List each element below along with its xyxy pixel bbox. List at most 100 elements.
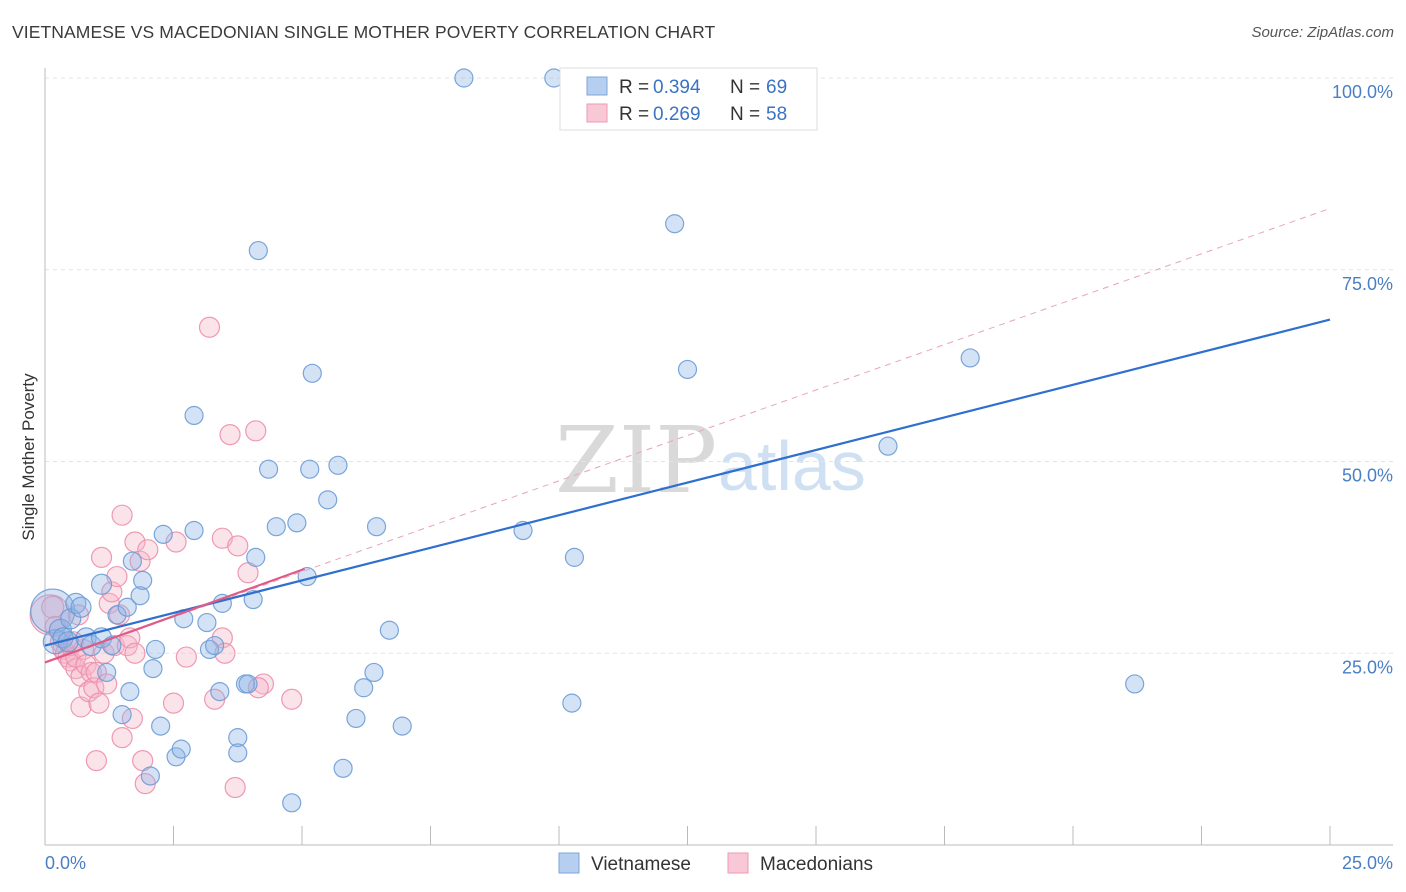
vietnamese-point-43: [258, 459, 279, 479]
vietnamese-point-12: [97, 662, 117, 683]
macedonians-point-50: [224, 776, 246, 799]
axes: [44, 68, 1393, 846]
stats-legend-n-value-2: 58: [766, 104, 787, 125]
vietnamese-point-33: [205, 635, 225, 656]
source-label: Source: ZipAtlas.com: [1251, 24, 1394, 41]
vietnamese-point-63: [564, 547, 585, 567]
vietnamese-point-0: [30, 588, 76, 634]
macedonians-point-20: [85, 750, 108, 772]
stats-legend: R = 0.394 N = 69 R = 0.269 N = 58: [559, 67, 818, 131]
vietnamese-point-52: [333, 758, 353, 778]
vietnamese-point-21: [140, 766, 160, 786]
vietnamese-point-66: [878, 436, 898, 456]
stats-legend-r-label-1: R =: [619, 77, 649, 98]
series-legend: Vietnamese Macedonians: [558, 852, 873, 875]
trend-line-macedonians-extended: [44, 207, 1331, 663]
y-tick-label-3: 100.0%: [1332, 82, 1393, 102]
vietnamese-point-24: [151, 716, 171, 736]
macedonians-point-47: [211, 527, 233, 549]
vietnamese-point-17: [120, 681, 140, 702]
macedonians-point-22: [90, 546, 113, 568]
vietnamese-point-25: [153, 524, 173, 544]
vietnamese-point-64: [665, 214, 685, 234]
x-tick-labels: 0.0% 25.0%: [45, 853, 1393, 873]
macedonians-point-55: [281, 688, 303, 710]
vietnamese-point-57: [379, 620, 399, 640]
trend-line-vietnamese: [44, 318, 1331, 647]
vietnamese-point-23: [145, 639, 166, 660]
vietnamese-point-36: [228, 728, 248, 748]
macedonians-point-31: [111, 504, 133, 526]
macedonians-point-46: [211, 627, 233, 649]
vietnamese-point-46: [287, 513, 307, 533]
vietnamese-point-29: [184, 520, 204, 541]
vietnamese-point-45: [282, 793, 302, 813]
macedonians-point-44: [198, 316, 221, 338]
vietnamese-point-27: [171, 739, 191, 759]
macedonians-point-21: [88, 692, 110, 714]
vietnamese-point-37: [228, 743, 248, 763]
legend-label-macedonians: Macedonians: [760, 854, 873, 875]
watermark-zip: ZIP: [555, 407, 717, 514]
macedonians-point-28: [106, 565, 128, 588]
macedonians-point-32: [116, 634, 138, 657]
vietnamese-point-20: [133, 570, 153, 590]
vietnamese-point-16: [117, 597, 137, 617]
chart-title: VIETNAMESE VS MACEDONIAN SINGLE MOTHER P…: [12, 22, 716, 42]
vietnamese-point-55: [364, 662, 384, 683]
y-tick-label-1: 50.0%: [1342, 466, 1393, 486]
vietnamese-point-32: [199, 639, 220, 660]
series-vietnamese-points: [30, 68, 1145, 813]
macedonians-point-1: [41, 595, 65, 619]
vietnamese-point-42: [248, 240, 268, 261]
vietnamese-point-31: [197, 612, 217, 633]
macedonians-point-41: [162, 692, 185, 714]
vietnamese-point-68: [1125, 674, 1145, 694]
stats-legend-swatch-vietnamese: [586, 76, 608, 96]
vietnamese-point-40: [243, 589, 263, 610]
vietnamese-point-50: [318, 490, 338, 510]
trend-line-macedonians: [44, 567, 305, 664]
vietnamese-point-14: [107, 605, 127, 625]
macedonians-point-13: [70, 696, 92, 718]
vietnamese-point-10: [90, 573, 113, 595]
vietnamese-point-19: [130, 586, 150, 606]
x-tick-label-min: 0.0%: [45, 853, 86, 873]
vietnamese-point-41: [246, 547, 266, 567]
vietnamese-point-59: [454, 68, 474, 88]
macedonians-point-51: [227, 535, 249, 557]
stats-legend-r-label-2: R =: [619, 104, 649, 125]
vietnamese-point-18: [122, 551, 142, 571]
stats-legend-r-value-1: 0.394: [653, 77, 701, 98]
vietnamese-point-39: [238, 674, 258, 694]
vietnamese-point-54: [354, 678, 374, 698]
macedonians-point-43: [175, 646, 197, 668]
legend-label-vietnamese: Vietnamese: [591, 854, 691, 875]
stats-legend-n-label-1: N =: [730, 77, 760, 98]
legend-swatch-vietnamese: [558, 852, 580, 874]
y-tick-label-2: 75.0%: [1342, 274, 1393, 294]
vietnamese-point-53: [346, 708, 366, 729]
macedonians-point-34: [121, 707, 143, 730]
series-macedonians-points: [29, 316, 303, 799]
macedonians-point-56: [247, 677, 269, 699]
y-tick-labels: 25.0% 50.0% 75.0% 100.0%: [1332, 82, 1393, 677]
x-tick-label-max: 25.0%: [1342, 853, 1393, 873]
macedonians-point-40: [137, 539, 159, 561]
grid-lines: [45, 77, 1393, 654]
vietnamese-point-48: [300, 459, 320, 479]
macedonians-point-17: [80, 661, 102, 684]
vietnamese-point-7: [70, 596, 92, 618]
vietnamese-point-62: [562, 693, 582, 713]
y-axis-label: Single Mother Poverty: [19, 373, 38, 541]
macedonians-point-53: [245, 420, 267, 442]
stats-legend-swatch-macedonians: [586, 103, 608, 123]
vietnamese-point-65: [677, 359, 698, 380]
legend-swatch-macedonians: [727, 852, 749, 874]
y-tick-label-0: 25.0%: [1342, 657, 1393, 677]
stats-legend-n-value-1: 69: [766, 77, 787, 98]
macedonians-point-49: [219, 424, 241, 446]
vietnamese-point-34: [210, 681, 230, 702]
macedonians-point-30: [111, 727, 133, 749]
vietnamese-point-49: [302, 363, 322, 383]
